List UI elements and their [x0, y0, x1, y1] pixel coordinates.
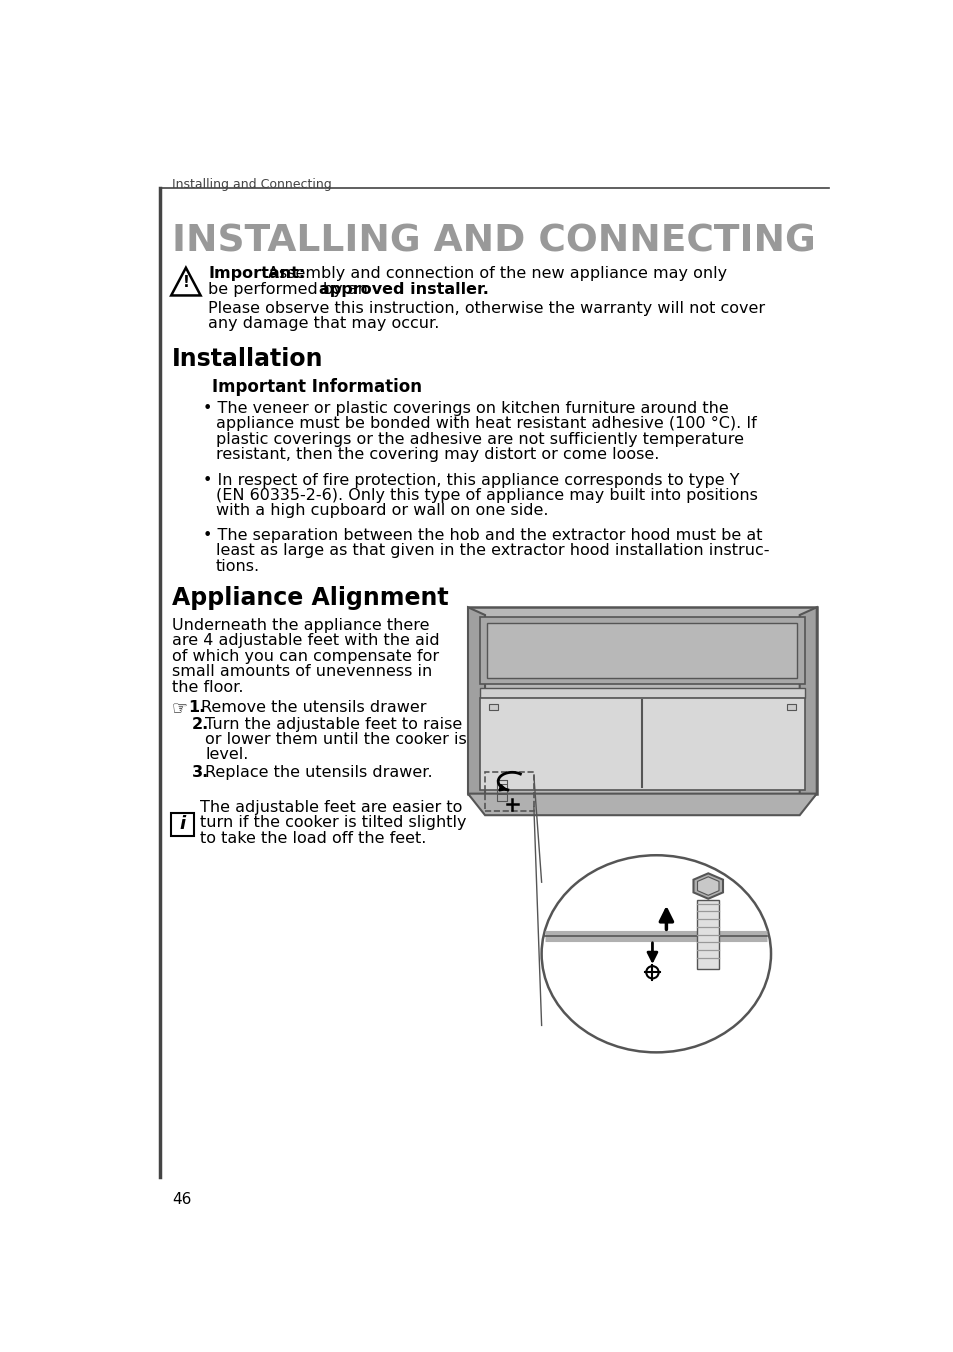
FancyBboxPatch shape [171, 813, 194, 836]
Text: be performed by an: be performed by an [208, 281, 373, 296]
Text: • The separation between the hob and the extractor hood must be at: • The separation between the hob and the… [203, 529, 761, 544]
FancyBboxPatch shape [488, 704, 497, 711]
Text: Important Information: Important Information [212, 377, 422, 396]
Polygon shape [171, 268, 200, 296]
Text: (EN 60335-2-6). Only this type of appliance may built into positions: (EN 60335-2-6). Only this type of applia… [216, 488, 758, 503]
Text: resistant, then the covering may distort or come loose.: resistant, then the covering may distort… [216, 448, 659, 462]
Text: appliance must be bonded with heat resistant adhesive (100 °C). If: appliance must be bonded with heat resis… [216, 416, 756, 431]
Text: Turn the adjustable feet to raise: Turn the adjustable feet to raise [205, 717, 462, 731]
Text: Please observe this instruction, otherwise the warranty will not cover: Please observe this instruction, otherwi… [208, 301, 764, 316]
FancyBboxPatch shape [697, 900, 719, 969]
Text: small amounts of unevenness in: small amounts of unevenness in [172, 664, 432, 679]
Text: any damage that may occur.: any damage that may occur. [208, 316, 439, 331]
Text: are 4 adjustable feet with the aid: are 4 adjustable feet with the aid [172, 634, 439, 649]
Text: tions.: tions. [216, 558, 260, 573]
Text: • In respect of fire protection, this appliance corresponds to type Y: • In respect of fire protection, this ap… [203, 473, 739, 488]
Polygon shape [468, 794, 816, 815]
Text: or lower them until the cooker is: or lower them until the cooker is [205, 731, 467, 748]
FancyBboxPatch shape [479, 698, 804, 790]
FancyBboxPatch shape [487, 623, 797, 679]
Text: the floor.: the floor. [172, 680, 243, 695]
Text: to take the load off the feet.: to take the load off the feet. [199, 830, 426, 845]
Text: plastic coverings or the adhesive are not sufficiently temperature: plastic coverings or the adhesive are no… [216, 431, 743, 446]
Text: Remove the utensils drawer: Remove the utensils drawer [201, 700, 426, 715]
Text: Underneath the appliance there: Underneath the appliance there [172, 618, 429, 633]
Text: !: ! [182, 274, 189, 291]
Polygon shape [468, 607, 484, 811]
Polygon shape [693, 873, 722, 899]
Text: ☞: ☞ [172, 700, 188, 718]
Text: Assembly and connection of the new appliance may only: Assembly and connection of the new appli… [268, 266, 726, 281]
Ellipse shape [541, 856, 770, 1052]
Text: • The veneer or plastic coverings on kitchen furniture around the: • The veneer or plastic coverings on kit… [203, 402, 728, 416]
Text: Important:: Important: [208, 266, 305, 281]
Text: 2.: 2. [192, 717, 209, 731]
Text: Installation: Installation [172, 347, 323, 370]
Text: 46: 46 [172, 1192, 192, 1207]
Text: approved installer.: approved installer. [319, 281, 489, 296]
FancyBboxPatch shape [785, 704, 795, 711]
FancyBboxPatch shape [468, 607, 816, 794]
Polygon shape [697, 877, 719, 895]
Text: of which you can compensate for: of which you can compensate for [172, 649, 438, 664]
Text: The adjustable feet are easier to: The adjustable feet are easier to [199, 800, 462, 815]
Polygon shape [799, 607, 816, 811]
Text: Installing and Connecting: Installing and Connecting [172, 177, 332, 191]
Text: 1.: 1. [188, 700, 205, 715]
FancyBboxPatch shape [479, 617, 804, 684]
Text: i: i [179, 815, 186, 833]
Text: Replace the utensils drawer.: Replace the utensils drawer. [205, 765, 433, 780]
Text: with a high cupboard or wall on one side.: with a high cupboard or wall on one side… [216, 503, 548, 518]
FancyBboxPatch shape [479, 688, 804, 698]
Text: 3.: 3. [192, 765, 209, 780]
Text: turn if the cooker is tilted slightly: turn if the cooker is tilted slightly [199, 815, 466, 830]
Text: least as large as that given in the extractor hood installation instruc-: least as large as that given in the extr… [216, 544, 769, 558]
Text: level.: level. [205, 748, 249, 763]
Text: INSTALLING AND CONNECTING: INSTALLING AND CONNECTING [172, 224, 815, 260]
Text: Appliance Alignment: Appliance Alignment [172, 585, 448, 610]
